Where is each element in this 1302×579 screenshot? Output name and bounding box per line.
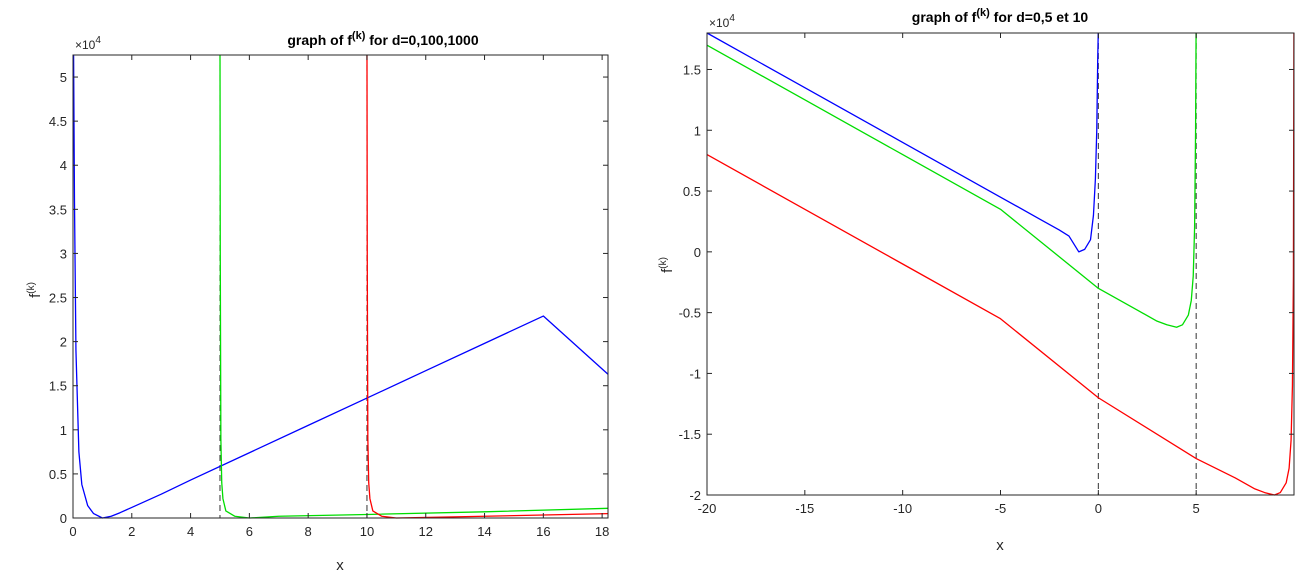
chart-1-x-tick-label-3: 6 — [246, 524, 253, 539]
chart-2-y-tick-label-2: -1 — [689, 366, 701, 381]
chart-2: -20 -15 -10 -5 0 5 -2 -1.5 -1 -0.5 0 0.5 1 1.5 graph… — [658, 7, 1295, 554]
chart-2-y-exponent: ×104 — [709, 13, 735, 30]
chart-1-series-line-1 — [219, 54, 609, 519]
chart-1-x-tick-label-9: 18 — [595, 524, 609, 539]
chart-2-series-line-1 — [706, 32, 1197, 328]
chart-1-x-tick-label-2: 4 — [187, 524, 194, 539]
chart-1-x-tick-label-5: 10 — [360, 524, 374, 539]
chart-1-y-tick-label-1: 0.5 — [49, 467, 67, 482]
chart-2-y-tick-label-3: -0.5 — [679, 306, 701, 321]
chart-1-y-tick-label-0: 0 — [60, 511, 67, 526]
chart-2-x-tick-label-4: 0 — [1095, 501, 1102, 516]
chart-2-series-line-0 — [706, 32, 1099, 253]
chart-1-y-ticks: 0 0.5 1 1.5 2 2.5 3 3.5 4 4.5 5 — [49, 70, 608, 526]
chart-1-axes-box — [72, 54, 609, 519]
chart-2-y-tick-label-0: -2 — [689, 488, 701, 503]
chart-2-y-tick-label-5: 0.5 — [683, 184, 701, 199]
chart-1-x-ticks: 0 2 4 6 8 10 12 14 16 18 — [69, 55, 609, 539]
chart-1-series-line-2 — [366, 54, 609, 519]
chart-1-x-tick-label-8: 16 — [536, 524, 550, 539]
chart-1-series — [72, 54, 609, 519]
chart-2-x-ticks: -20 -15 -10 -5 0 5 — [698, 33, 1200, 516]
chart-2-x-axis-label: x — [996, 537, 1004, 554]
chart-2-x-tick-label-0: -20 — [698, 501, 717, 516]
chart-1-y-tick-label-5: 2.5 — [49, 291, 67, 306]
chart-1-title: graph of f(k) for d=0,100,1000 — [287, 30, 478, 48]
chart-1-y-tick-label-10: 5 — [60, 70, 67, 85]
chart-1-plot-area — [73, 55, 608, 518]
chart-2-y-axis-label: f(k) — [658, 257, 676, 273]
chart-1-y-tick-label-3: 1.5 — [49, 379, 67, 394]
chart-1-y-tick-label-8: 4 — [60, 158, 67, 173]
chart-1-y-axis-label: f(k) — [26, 282, 44, 298]
chart-2-series-line-2 — [706, 32, 1295, 496]
chart-1-x-tick-label-1: 2 — [128, 524, 135, 539]
chart-2-series — [706, 32, 1295, 496]
chart-2-x-tick-label-1: -15 — [795, 501, 814, 516]
chart-2-x-tick-label-2: -10 — [893, 501, 912, 516]
chart-2-y-tick-label-6: 1 — [694, 123, 701, 138]
chart-1-y-tick-label-7: 3.5 — [49, 202, 67, 217]
chart-1-x-tick-label-4: 8 — [305, 524, 312, 539]
chart-2-y-tick-label-1: -1.5 — [679, 427, 701, 442]
chart-1-y-tick-label-6: 3 — [60, 246, 67, 261]
chart-2-y-tick-label-7: 1.5 — [683, 62, 701, 77]
chart-1-x-axis-label: x — [336, 557, 344, 574]
chart-1-y-tick-label-2: 1 — [60, 423, 67, 438]
chart-1-y-tick-label-4: 2 — [60, 335, 67, 350]
chart-1-x-tick-label-7: 14 — [477, 524, 491, 539]
chart-1-x-tick-label-6: 12 — [419, 524, 433, 539]
chart-2-y-ticks: -2 -1.5 -1 -0.5 0 0.5 1 1.5 — [679, 62, 1294, 503]
chart-2-x-tick-label-3: -5 — [995, 501, 1007, 516]
chart-1-series-line-0 — [72, 54, 609, 519]
chart-1: 0 2 4 6 8 10 12 14 16 18 0 0.5 1 1.5 2 2.5 3 3.5 4 4.5 5 gr… — [26, 30, 609, 574]
chart-1-y-exponent: ×104 — [75, 35, 101, 52]
chart-2-title: graph of f(k) for d=0,5 et 10 — [912, 7, 1089, 25]
chart-1-y-tick-label-9: 4.5 — [49, 114, 67, 129]
chart-2-y-tick-label-4: 0 — [694, 245, 701, 260]
chart-2-x-tick-label-5: 5 — [1193, 501, 1200, 516]
chart-2-plot-area — [707, 33, 1294, 495]
chart-1-x-tick-label-0: 0 — [69, 524, 76, 539]
